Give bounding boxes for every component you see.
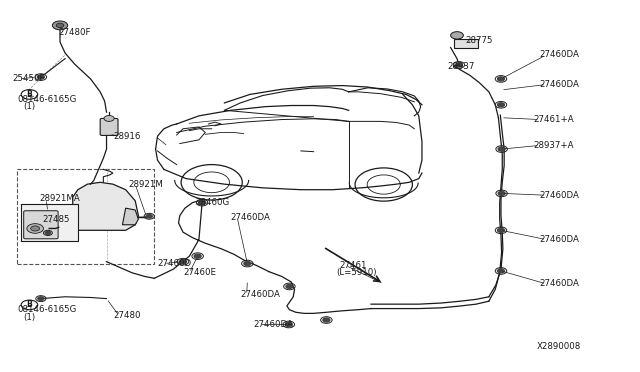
Circle shape bbox=[497, 77, 504, 81]
Text: 27460DA: 27460DA bbox=[540, 235, 580, 244]
Circle shape bbox=[244, 262, 251, 266]
Circle shape bbox=[285, 323, 292, 327]
Circle shape bbox=[27, 224, 44, 233]
Polygon shape bbox=[122, 208, 138, 225]
Circle shape bbox=[38, 297, 44, 300]
Circle shape bbox=[323, 318, 330, 322]
Text: X2890008: X2890008 bbox=[537, 342, 581, 351]
Text: 08146-6165G: 08146-6165G bbox=[17, 305, 77, 314]
Circle shape bbox=[497, 228, 504, 232]
Text: 28921MA: 28921MA bbox=[40, 195, 81, 203]
Circle shape bbox=[497, 103, 504, 107]
Text: 27480F: 27480F bbox=[59, 28, 92, 37]
Text: (1): (1) bbox=[24, 102, 36, 111]
FancyBboxPatch shape bbox=[24, 211, 58, 239]
Text: 27460E: 27460E bbox=[183, 268, 216, 277]
Circle shape bbox=[180, 260, 186, 264]
Circle shape bbox=[498, 191, 505, 195]
Circle shape bbox=[498, 147, 505, 151]
Text: 27460D: 27460D bbox=[157, 259, 191, 268]
Circle shape bbox=[286, 285, 293, 288]
Text: 28460G: 28460G bbox=[196, 198, 230, 207]
Text: (1): (1) bbox=[24, 312, 36, 321]
Text: 08146-6165G: 08146-6165G bbox=[17, 95, 77, 104]
Text: 27461+A: 27461+A bbox=[534, 115, 574, 124]
Circle shape bbox=[194, 254, 201, 258]
Text: 27460DA: 27460DA bbox=[540, 80, 580, 89]
Text: 27461: 27461 bbox=[339, 261, 367, 270]
Circle shape bbox=[45, 231, 51, 234]
Text: 28921M: 28921M bbox=[129, 180, 164, 189]
Text: 28937: 28937 bbox=[447, 61, 475, 71]
Bar bbox=[17, 169, 154, 263]
Text: 27460DA: 27460DA bbox=[540, 51, 580, 60]
Circle shape bbox=[56, 23, 64, 28]
Text: 27460DA: 27460DA bbox=[540, 279, 580, 288]
Text: 27460DA: 27460DA bbox=[241, 291, 280, 299]
Text: 27480: 27480 bbox=[113, 311, 140, 320]
Circle shape bbox=[451, 32, 463, 39]
Text: B: B bbox=[26, 300, 32, 310]
Circle shape bbox=[38, 75, 44, 79]
Circle shape bbox=[198, 201, 205, 205]
FancyBboxPatch shape bbox=[100, 118, 118, 135]
Text: 27460DA: 27460DA bbox=[231, 213, 271, 222]
Circle shape bbox=[31, 226, 40, 231]
Text: 27485: 27485 bbox=[43, 215, 70, 224]
Circle shape bbox=[497, 269, 504, 273]
Bar bbox=[20, 205, 78, 241]
Circle shape bbox=[104, 115, 114, 121]
Text: 28937+A: 28937+A bbox=[534, 141, 574, 150]
Text: 25450F: 25450F bbox=[13, 74, 45, 83]
Text: (L=5910): (L=5910) bbox=[336, 268, 376, 277]
Text: 28775: 28775 bbox=[465, 36, 493, 45]
Text: 28916: 28916 bbox=[113, 132, 140, 141]
Text: 27460DA: 27460DA bbox=[540, 191, 580, 200]
Bar bbox=[454, 39, 478, 48]
Circle shape bbox=[146, 215, 152, 218]
Text: 27460DA: 27460DA bbox=[253, 320, 293, 329]
Circle shape bbox=[456, 63, 462, 67]
Text: B: B bbox=[26, 90, 32, 99]
Polygon shape bbox=[73, 182, 138, 230]
Circle shape bbox=[52, 21, 68, 30]
